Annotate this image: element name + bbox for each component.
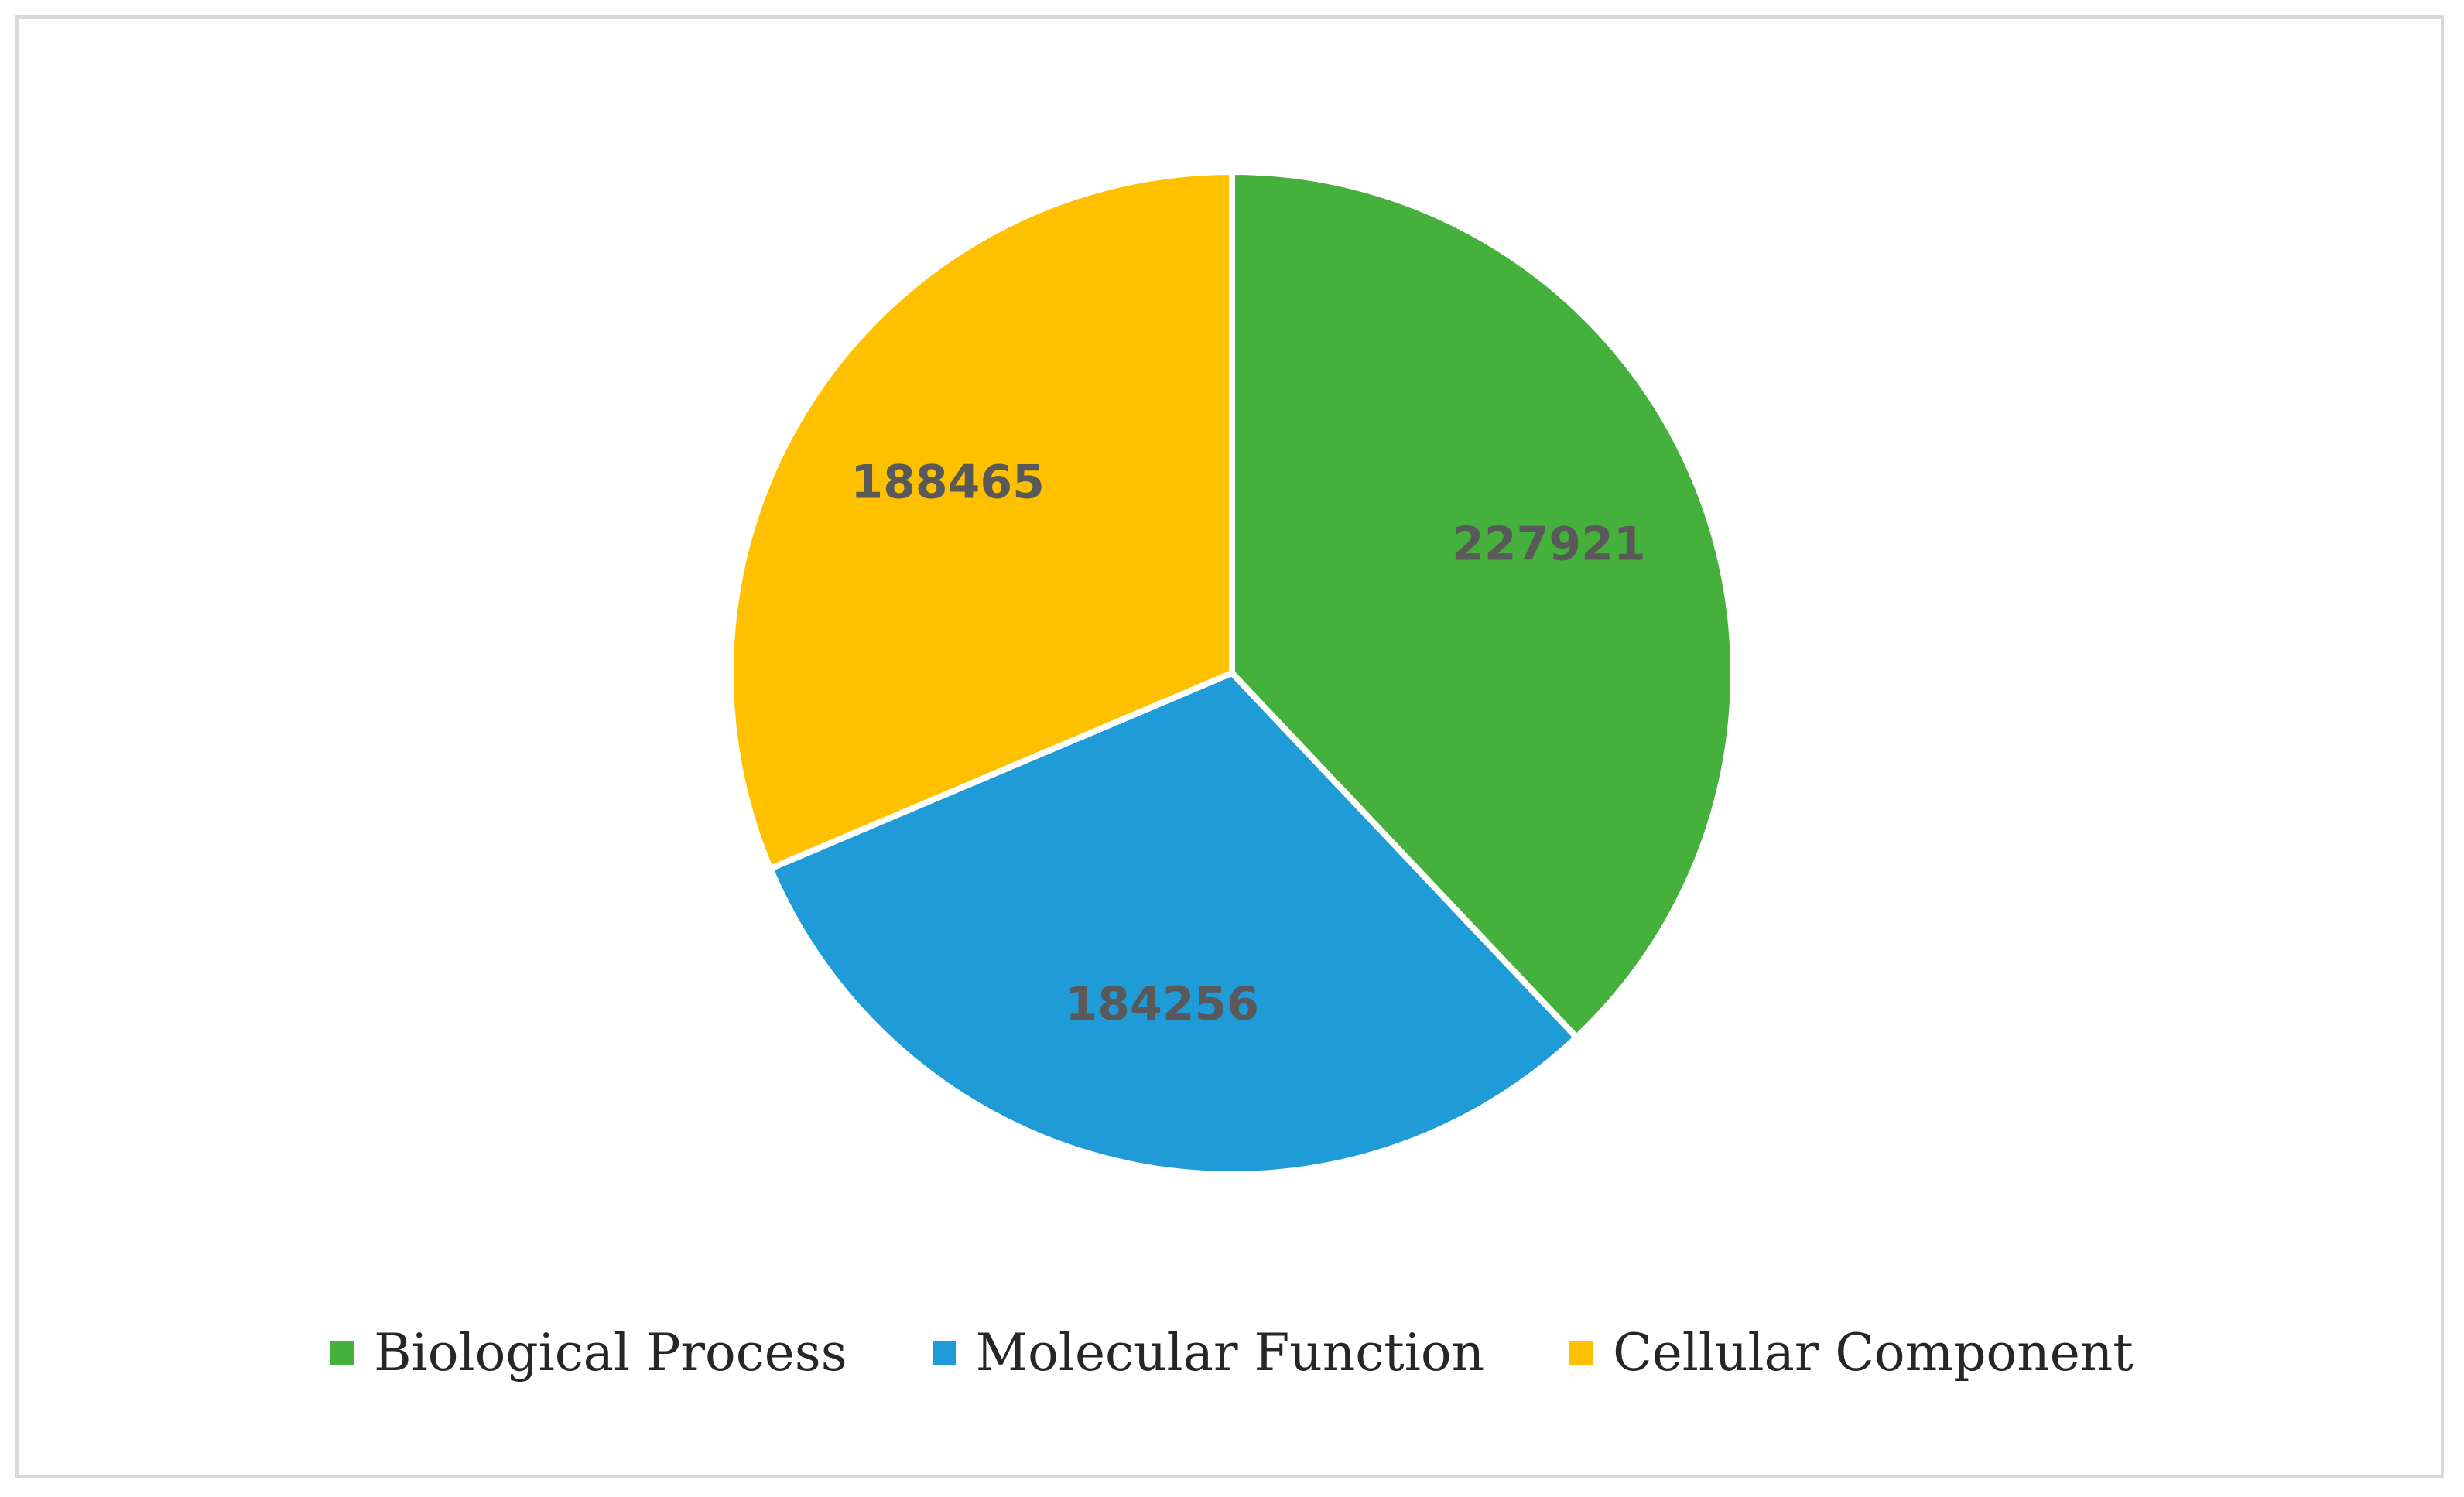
legend-swatch-cellular-component bbox=[1569, 1341, 1593, 1365]
data-label-biological-process: 227921 bbox=[1452, 518, 1646, 572]
data-label-molecular-function: 184256 bbox=[1065, 977, 1259, 1031]
legend-item-cellular-component: Cellular Component bbox=[1569, 1323, 2134, 1383]
legend-item-biological-process: Biological Process bbox=[330, 1323, 847, 1383]
pie-slice-molecular-function bbox=[767, 670, 1580, 1177]
pie-slice-biological-process bbox=[1229, 169, 1737, 1041]
legend-item-molecular-function: Molecular Function bbox=[932, 1323, 1485, 1383]
legend-swatch-molecular-function bbox=[932, 1341, 956, 1365]
data-label-cellular-component: 188465 bbox=[850, 455, 1045, 509]
legend-label-cellular-component: Cellular Component bbox=[1613, 1323, 2134, 1383]
legend-label-biological-process: Biological Process bbox=[374, 1323, 847, 1383]
legend-swatch-biological-process bbox=[330, 1341, 354, 1365]
legend: Biological Process Molecular Function Ce… bbox=[0, 1323, 2464, 1383]
legend-label-molecular-function: Molecular Function bbox=[975, 1323, 1485, 1383]
pie-slice-cellular-component bbox=[727, 169, 1235, 872]
